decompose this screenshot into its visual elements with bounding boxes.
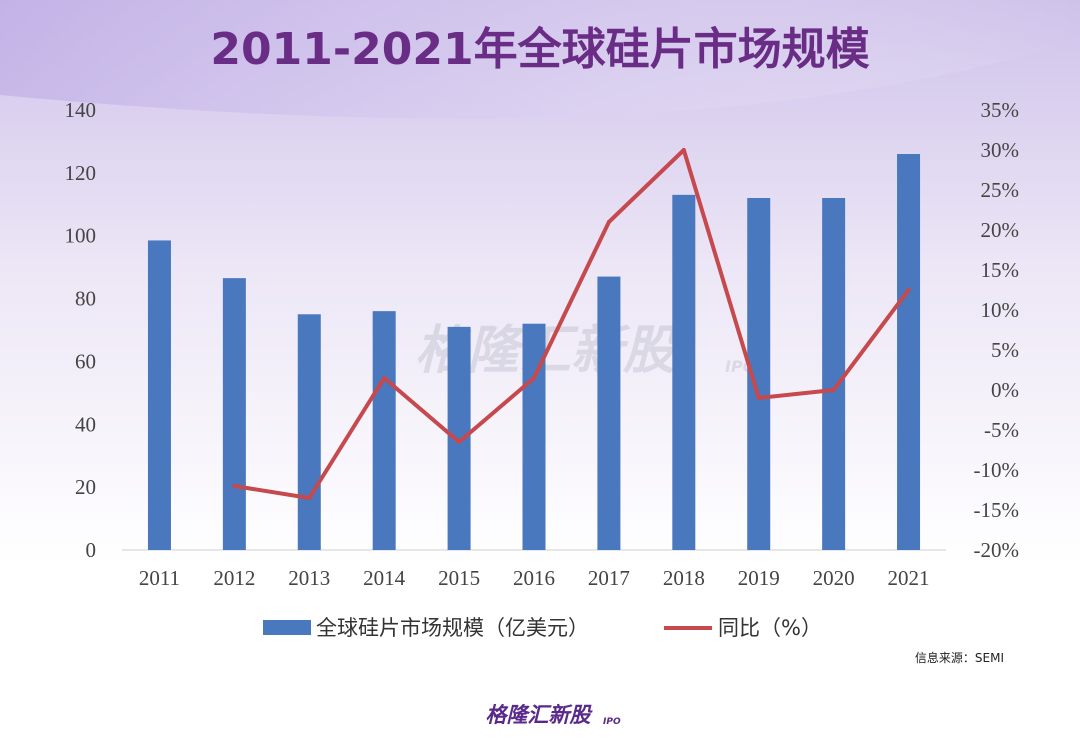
y-right-tick-label: 35% [981, 98, 1020, 122]
corner-logo-text: 格隆汇 [1020, 726, 1062, 742]
line-point-2019 [756, 396, 761, 400]
y-right-tick-label: 5% [991, 338, 1019, 362]
y-right-tick-label: 30% [981, 138, 1020, 162]
y-left-tick-label: 80 [75, 287, 96, 311]
y-left-tick-label: 100 [65, 224, 97, 248]
x-tick-label: 2017 [588, 566, 630, 590]
bar-2017 [597, 276, 621, 550]
y-right-tick-label: 20% [981, 218, 1020, 242]
line-point-2018 [681, 148, 686, 152]
line-yoy [232, 148, 911, 500]
y-left-tick-label: 140 [65, 98, 97, 122]
bar-2018 [672, 194, 696, 550]
y-right-tick-label: 10% [981, 298, 1020, 322]
corner-logo: 格隆汇 [1001, 723, 1062, 742]
y-left-ticks: 0 20 40 60 80 100 120 140 [65, 98, 97, 562]
footer-logo: 格隆汇新股 IPO [486, 703, 621, 727]
x-tick-label: 2012 [213, 566, 255, 590]
legend-bar-label: 全球硅片市场规模（亿美元） [316, 616, 589, 640]
y-right-tick-label: 25% [981, 178, 1020, 202]
y-left-tick-label: 40 [75, 412, 96, 436]
y-left-tick-label: 60 [75, 349, 96, 373]
line-point-2016 [532, 376, 536, 380]
bar-series [147, 154, 921, 550]
line-point-2012 [232, 484, 237, 488]
x-tick-label: 2016 [513, 566, 555, 590]
x-tick-label: 2020 [813, 566, 855, 590]
line-series [232, 148, 911, 500]
footer-logo-sub: IPO [603, 717, 621, 727]
bar-2011 [147, 240, 171, 550]
bar-2013 [297, 314, 321, 550]
line-point-2014 [382, 376, 387, 380]
y-right-tick-label: -15% [974, 498, 1020, 522]
legend: 全球硅片市场规模（亿美元） 同比（%） [263, 616, 822, 640]
bar-2012 [222, 278, 246, 550]
corner-logo-icon [1001, 723, 1018, 740]
y-right-tick-label: 15% [981, 258, 1020, 282]
y-right-tick-label: 0% [991, 378, 1019, 402]
y-right-ticks: -20% -15% -10% -5% 0% 5% 10% 15% 20% 25% 30% 35% [974, 98, 1020, 562]
x-tick-label: 2018 [663, 566, 705, 590]
line-point-2017 [606, 220, 611, 224]
y-left-tick-label: 0 [86, 538, 97, 562]
source-note: 信息来源：SEMI [915, 650, 1004, 665]
line-point-2020 [831, 388, 836, 392]
y-left-tick-label: 120 [65, 161, 97, 185]
bar-2020 [822, 198, 846, 550]
bar-2021 [897, 154, 921, 550]
x-tick-label: 2011 [139, 566, 180, 590]
bar-2014 [372, 311, 396, 550]
line-point-2013 [307, 496, 312, 500]
bar-2015 [447, 326, 471, 550]
x-tick-label: 2021 [888, 566, 930, 590]
line-point-2015 [457, 440, 462, 444]
x-ticks: 2011 2012 2013 2014 2015 2016 2017 2018 2019 2020… [139, 566, 930, 590]
x-tick-label: 2015 [438, 566, 480, 590]
x-tick-label: 2019 [738, 566, 780, 590]
line-point-2021 [906, 288, 911, 292]
x-tick-label: 2013 [288, 566, 330, 590]
bar-2019 [747, 198, 771, 550]
y-right-tick-label: -20% [974, 538, 1020, 562]
legend-line-label: 同比（%） [718, 616, 822, 640]
chart-title: 2011-2021年全球硅片市场规模 [210, 24, 869, 75]
x-tick-label: 2014 [363, 566, 406, 590]
y-left-tick-label: 20 [75, 475, 96, 499]
legend-bar-swatch [263, 620, 311, 635]
y-right-tick-label: -5% [984, 418, 1019, 442]
y-right-tick-label: -10% [974, 458, 1020, 482]
footer-logo-text: 格隆汇新股 [486, 703, 594, 727]
